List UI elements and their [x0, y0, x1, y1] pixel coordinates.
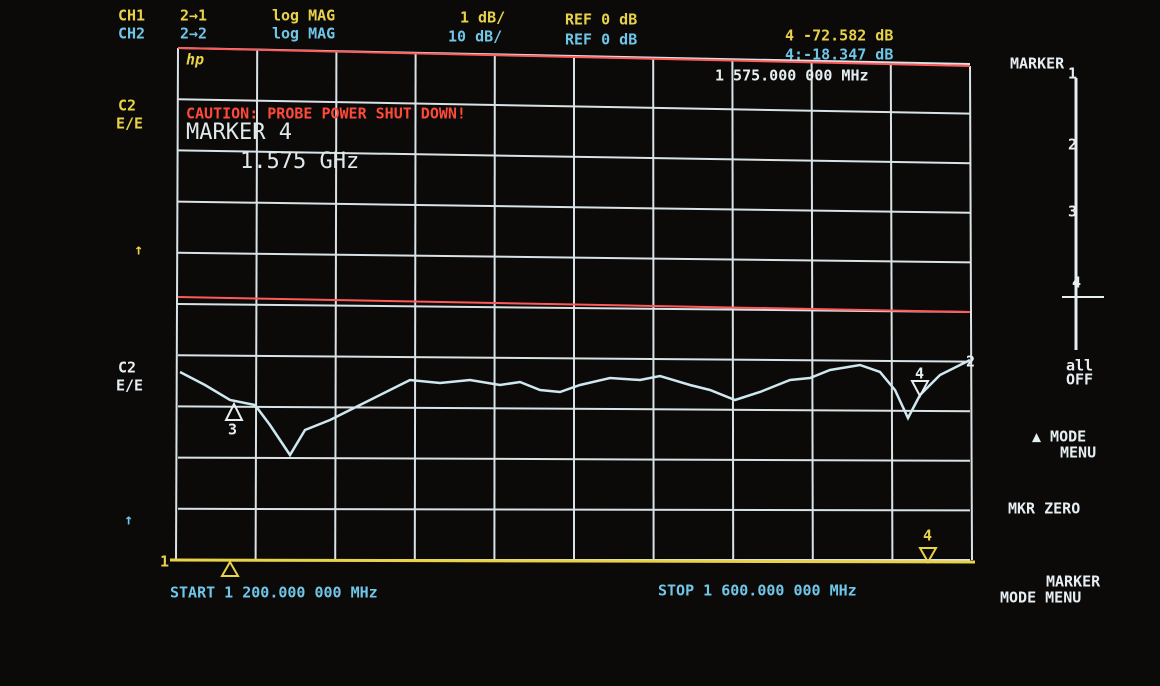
- marker-number: 2: [1068, 136, 1077, 154]
- ch1-scale: 1 dB/: [460, 9, 505, 27]
- trace-marker-label: 4: [923, 527, 932, 545]
- ee-mid: E/E: [116, 377, 143, 395]
- stop-frequency: STOP 1 600.000 000 MHz: [658, 582, 857, 600]
- marker-title: MARKER 4: [186, 120, 292, 145]
- grid-line: [969, 65, 973, 561]
- ch2-scale: 10 dB/: [448, 28, 502, 46]
- trace-marker-label: 4: [915, 365, 924, 383]
- marker-number: 1: [1068, 65, 1077, 83]
- marker-number: 4: [1072, 274, 1081, 292]
- arrow-top: ↑: [134, 241, 143, 259]
- softkey-mkr-zero[interactable]: MKR ZERO: [1008, 500, 1080, 518]
- grid-line: [177, 456, 971, 462]
- ch1-reference-line: [177, 47, 971, 67]
- c2-top: C2: [118, 97, 136, 115]
- softkey-title: MARKER: [1010, 55, 1065, 73]
- ch1-format: log MAG: [272, 7, 335, 25]
- marker-4-stimulus: [918, 547, 938, 565]
- marker-3-symbol: [224, 401, 244, 421]
- caution: CAUTION: PROBE POWER SHUT DOWN!: [186, 105, 466, 123]
- trace-marker-label: 2: [966, 353, 975, 371]
- ch1-trace: [177, 296, 971, 313]
- ch2-label: CH2: [118, 25, 145, 43]
- trace-marker-label: 3: [228, 421, 237, 439]
- grid-line: [810, 62, 814, 561]
- reference-position: [169, 558, 976, 564]
- start-frequency: START 1 200.000 000 MHz: [170, 584, 378, 602]
- marker-readout-2: 4:-18.347 dB: [785, 46, 893, 64]
- softkey-mode[interactable]: ▲ MODE: [1032, 428, 1086, 446]
- ch2-format: log MAG: [272, 25, 335, 43]
- ch1-path: 2→1: [180, 7, 207, 25]
- ch2-ref: REF 0 dB: [565, 31, 637, 49]
- ch2-trace: [179, 358, 971, 458]
- marker-number: 3: [1068, 203, 1077, 221]
- ch2-path: 2→2: [180, 25, 207, 43]
- grid-line: [889, 64, 894, 561]
- grid-line: [177, 507, 971, 512]
- marker-value: 1.575 GHz: [240, 149, 359, 174]
- ee-top: E/E: [116, 115, 143, 133]
- grid-line: [177, 405, 971, 413]
- softkey-marker-mode[interactable]: MARKER: [1046, 573, 1101, 591]
- ch1-label: CH1: [118, 7, 145, 25]
- ch1-ref: REF 0 dB: [565, 11, 637, 29]
- c2-mid: C2: [118, 359, 136, 377]
- arrow-bottom: ↑: [124, 511, 133, 529]
- marker-frequency: 1 575.000 000 MHz: [715, 67, 869, 85]
- marker-readout-1: 4 -72.582 dB: [785, 27, 893, 45]
- logo: hp: [186, 51, 204, 69]
- ref-position-label: 1: [160, 553, 169, 571]
- softkey-off[interactable]: OFF: [1066, 371, 1093, 389]
- softkey-marker-mode[interactable]: MODE MENU: [1000, 589, 1081, 607]
- marker-4-symbol: [910, 380, 930, 399]
- softkey-mode[interactable]: MENU: [1060, 444, 1096, 462]
- softkey-all[interactable]: all: [1066, 357, 1093, 375]
- start-marker: [220, 559, 240, 577]
- grid-line: [731, 60, 735, 561]
- grid-line: [175, 47, 179, 561]
- grid-line: [177, 303, 971, 313]
- grid-line: [177, 354, 971, 363]
